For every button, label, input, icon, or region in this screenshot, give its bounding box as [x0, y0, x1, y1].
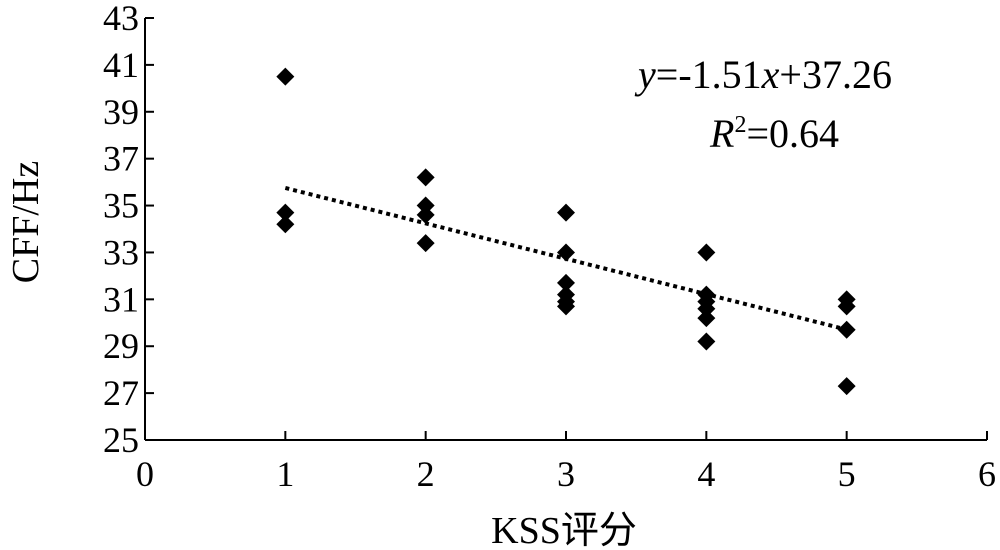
data-point	[557, 273, 575, 292]
y-tick-label: 35	[103, 186, 139, 226]
data-point	[697, 309, 716, 328]
y-tick-label: 37	[103, 139, 139, 179]
data-point	[276, 203, 295, 222]
x-tick-label: 4	[697, 454, 715, 494]
data-point	[837, 377, 856, 396]
equation-x-var: x	[761, 52, 780, 97]
y-tick-label: 29	[103, 326, 139, 366]
data-point	[837, 297, 856, 316]
data-point	[276, 67, 295, 86]
y-tick-label: 33	[103, 232, 139, 272]
data-point	[697, 332, 716, 351]
r-squared-label: R2=0.64	[709, 111, 839, 156]
axes: 25 27 29 31 33 35 37 39 41 43 0 1 2 3 4 5 6	[103, 0, 996, 494]
data-point	[416, 234, 435, 253]
data-point	[837, 320, 856, 339]
data-point	[557, 243, 575, 262]
x-tick-label: 2	[417, 454, 435, 494]
data-point	[557, 297, 575, 316]
x-axis-title: KSS评分	[491, 510, 637, 550]
equation-y-var: y	[634, 52, 656, 97]
data-point	[416, 168, 435, 187]
data-point	[416, 205, 435, 224]
data-points	[276, 67, 856, 396]
equation-body: =-1.51	[656, 52, 762, 97]
y-tick-label: 43	[103, 0, 139, 38]
x-tick-label: 3	[557, 454, 575, 494]
data-point	[416, 196, 435, 215]
y-tick-label: 27	[103, 373, 139, 413]
y-tick-label: 41	[103, 45, 139, 85]
y-tick-label: 39	[103, 92, 139, 132]
x-tick-label: 6	[978, 454, 996, 494]
y-axis-title: CFF/Hz	[5, 161, 47, 283]
data-point	[276, 215, 295, 234]
r-squared-r: R	[709, 111, 734, 156]
y-tick-label: 25	[103, 420, 139, 460]
regression-equation: y=-1.51x+37.26	[634, 52, 892, 97]
equation-tail: +37.26	[779, 52, 892, 97]
data-point	[697, 243, 716, 262]
x-tick-label: 5	[838, 454, 856, 494]
y-tick-label: 31	[103, 279, 139, 319]
x-tick-label: 1	[276, 454, 294, 494]
data-point	[557, 203, 575, 222]
x-tick-label: 0	[136, 454, 154, 494]
r-squared-value: =0.64	[746, 111, 839, 156]
data-point	[697, 299, 716, 318]
r-squared-sup: 2	[734, 112, 746, 138]
